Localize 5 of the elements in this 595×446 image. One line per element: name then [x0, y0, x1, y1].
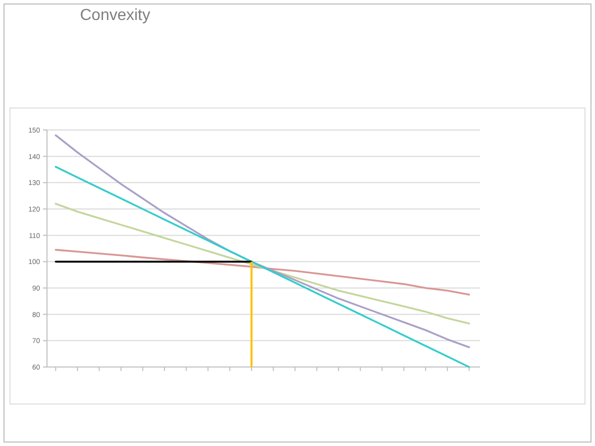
line-series: [54, 134, 470, 348]
line-series: [54, 202, 470, 324]
line-series: [54, 248, 470, 296]
chart-title: Convexity: [80, 7, 150, 24]
line-series: [54, 166, 470, 368]
